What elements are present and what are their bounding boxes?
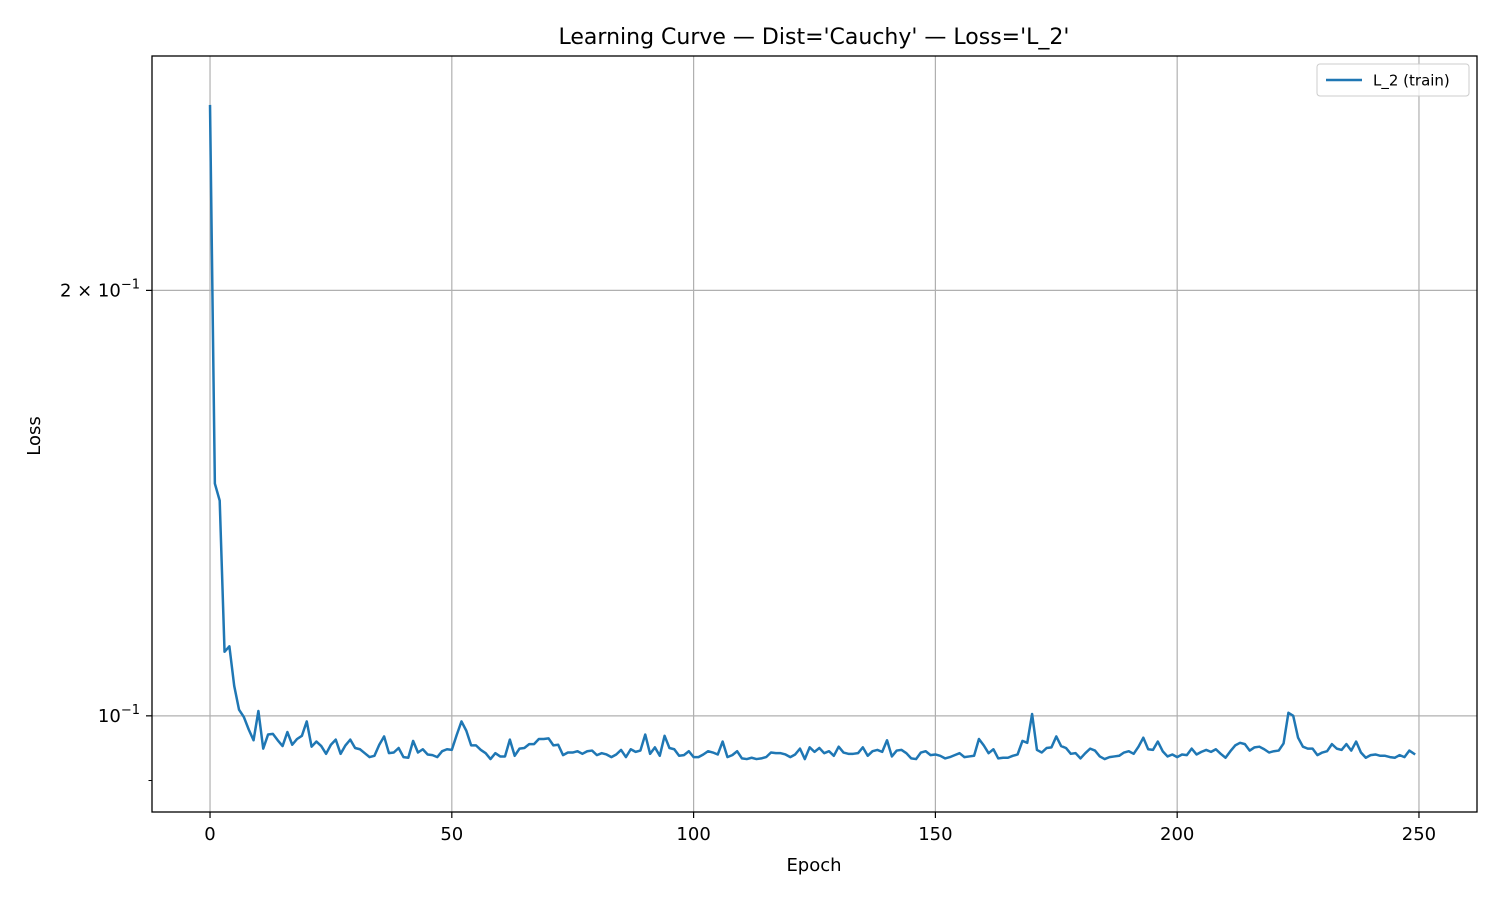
plot-frame [151, 55, 1478, 813]
y-tick-label: 2 × 10−1 [60, 277, 140, 301]
series-line-0 [208, 104, 1416, 761]
x-tick-label: 200 [1160, 824, 1194, 845]
x-tick-label: 250 [1402, 824, 1436, 845]
x-axis: 0 50 100 150 200 250 [204, 812, 1436, 845]
x-tick-label: 100 [676, 824, 710, 845]
series-group [208, 104, 1416, 761]
x-tick-label: 0 [204, 824, 215, 845]
plot-area [152, 56, 1477, 812]
x-tick-label: 50 [440, 824, 463, 845]
legend-box [1316, 63, 1470, 97]
y-tick-label: 10−1 [98, 703, 140, 727]
y-axis: 10−1 2 × 10−1 [60, 277, 152, 782]
legend-label: L_2 (train) [1373, 72, 1450, 91]
legend: L_2 (train) [1316, 63, 1470, 97]
chart-title: Learning Curve — Dist='Cauchy' — Loss='L… [559, 25, 1070, 50]
x-axis-label: Epoch [786, 855, 841, 876]
y-axis-label: Loss [24, 416, 45, 455]
x-tick-label: 150 [918, 824, 952, 845]
